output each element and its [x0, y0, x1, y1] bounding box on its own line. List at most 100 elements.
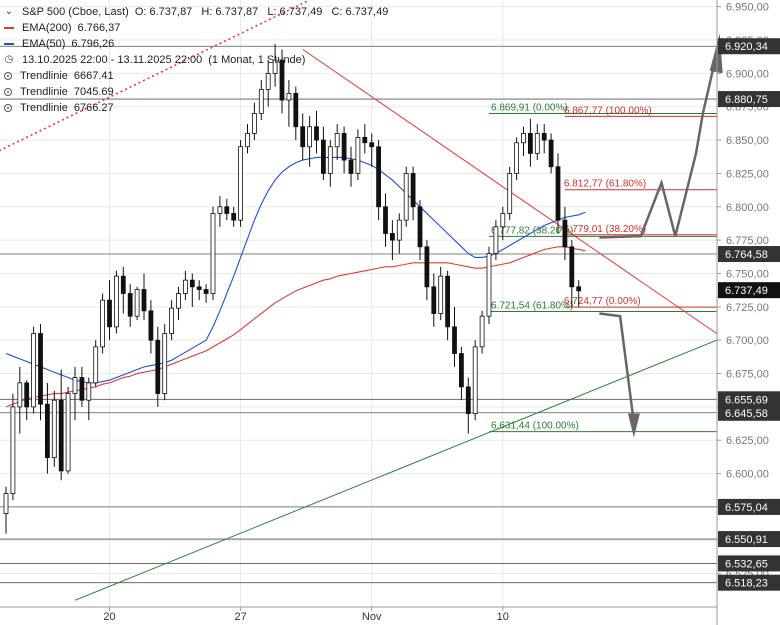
- candle: [51, 399, 57, 458]
- legend-trendline-2[interactable]: Trendlinie 7045.69: [4, 84, 394, 100]
- x-tick-label: 10: [497, 611, 509, 623]
- price-tag: [718, 391, 780, 408]
- candle: [534, 133, 540, 154]
- candle: [10, 406, 16, 495]
- candle: [521, 133, 526, 144]
- trendline-label: Trendlinie: [20, 102, 68, 114]
- candle: [403, 173, 409, 221]
- candle: [58, 399, 64, 472]
- fib-green-label: 6.869,91 (0.00%): [491, 103, 568, 114]
- candle: [327, 146, 333, 174]
- x-tick-label: 27: [234, 611, 246, 623]
- fib-green-label: 6.721,54 (61.80%): [491, 300, 573, 311]
- last-price-tag: [718, 282, 780, 299]
- y-tick-label: 6.825,00: [726, 168, 769, 180]
- trendline-label: Trendlinie: [20, 86, 68, 98]
- candle: [293, 92, 299, 128]
- candle: [231, 213, 237, 221]
- candle: [134, 289, 140, 317]
- candle: [355, 137, 361, 174]
- y-tick-label: 6.900,00: [726, 68, 769, 80]
- candle: [541, 133, 547, 141]
- y-tick-label: 6.850,00: [726, 135, 769, 147]
- candle: [424, 246, 430, 288]
- price-tag-label: 6.518,23: [725, 578, 768, 590]
- candle: [100, 299, 105, 348]
- candle: [458, 353, 464, 388]
- y-tick-label: 6.950,00: [726, 2, 769, 14]
- candle: [307, 126, 313, 148]
- candle: [31, 333, 37, 408]
- instrument-name: S&P 500 (Cboe, Last): [22, 6, 129, 18]
- trendline-value: 6766.27: [73, 102, 114, 114]
- price-tag: [718, 555, 780, 572]
- candle: [348, 159, 354, 174]
- candle: [120, 275, 126, 294]
- last-price-label: 6.737,49: [725, 285, 768, 297]
- fib-green-label: 6.631,44 (100.00%): [491, 421, 579, 432]
- chevron-down-icon[interactable]: ⌄: [4, 6, 14, 17]
- y-tick-label: 6.675,00: [726, 369, 769, 381]
- candle: [548, 139, 554, 168]
- candle: [169, 307, 175, 334]
- candle: [286, 92, 292, 101]
- price-tag-label: 6.880,75: [725, 94, 768, 106]
- candle: [369, 142, 375, 148]
- candle: [45, 403, 50, 458]
- candle: [514, 142, 519, 174]
- candle: [141, 289, 147, 312]
- candle: [79, 377, 85, 401]
- ema50-swatch-icon: [4, 43, 14, 45]
- target-icon: [4, 88, 12, 96]
- candle: [279, 59, 285, 101]
- price-tag: [718, 404, 780, 421]
- x-tick-label: Nov: [362, 611, 382, 623]
- candle: [431, 286, 437, 314]
- ema200-label: EMA(200): [22, 22, 72, 34]
- candle: [389, 233, 395, 241]
- y-tick-label: 6.600,00: [726, 469, 769, 481]
- candle: [38, 333, 43, 405]
- trendline-value: 7045.69: [73, 86, 114, 98]
- candle: [114, 275, 119, 328]
- x-tick-label: 20: [103, 611, 115, 623]
- candle: [72, 377, 78, 394]
- candle: [189, 279, 195, 288]
- price-tag: [718, 574, 780, 591]
- price-tag-label: 6.532,65: [725, 558, 768, 570]
- candle: [362, 137, 368, 144]
- candle: [410, 173, 416, 208]
- candle: [24, 382, 30, 408]
- legend-range-row: ◷ 13.10.2025 22:00 - 13.11.2025 22:00 (1…: [4, 52, 394, 68]
- y-tick-label: 6.625,00: [726, 435, 769, 447]
- candle: [300, 126, 306, 148]
- trendline-label: Trendlinie: [20, 70, 68, 82]
- legend-ema50-row[interactable]: EMA(50) 6.796,26: [4, 36, 394, 52]
- legend-ema200-row[interactable]: EMA(200) 6.766,37: [4, 20, 394, 36]
- candle: [224, 206, 230, 214]
- candle: [493, 226, 499, 254]
- fib-red-label: 6.779,01 (38.20%): [564, 224, 646, 235]
- legend-trendline-3[interactable]: Trendlinie 6766.27: [4, 100, 394, 116]
- price-tag: [718, 531, 780, 548]
- legend-trendline-1[interactable]: Trendlinie 6667.41: [4, 68, 394, 84]
- fib-red-label: 6.724,77 (0.00%): [564, 296, 641, 307]
- candle: [341, 133, 347, 161]
- candle: [162, 333, 168, 394]
- target-icon: [4, 104, 12, 112]
- projection-down-arrow: [599, 312, 636, 424]
- candle: [472, 346, 478, 414]
- candle: [396, 219, 402, 241]
- candle: [486, 253, 492, 317]
- candle: [445, 275, 451, 328]
- candle: [210, 213, 216, 294]
- price-tag: [718, 38, 780, 55]
- fib-red-label: 6.812,77 (61.80%): [564, 179, 646, 190]
- price-tag-label: 6.575,04: [725, 502, 768, 514]
- candle: [479, 315, 485, 348]
- candle: [555, 166, 561, 221]
- candle: [528, 133, 533, 154]
- candle: [217, 206, 223, 214]
- candle: [17, 382, 23, 408]
